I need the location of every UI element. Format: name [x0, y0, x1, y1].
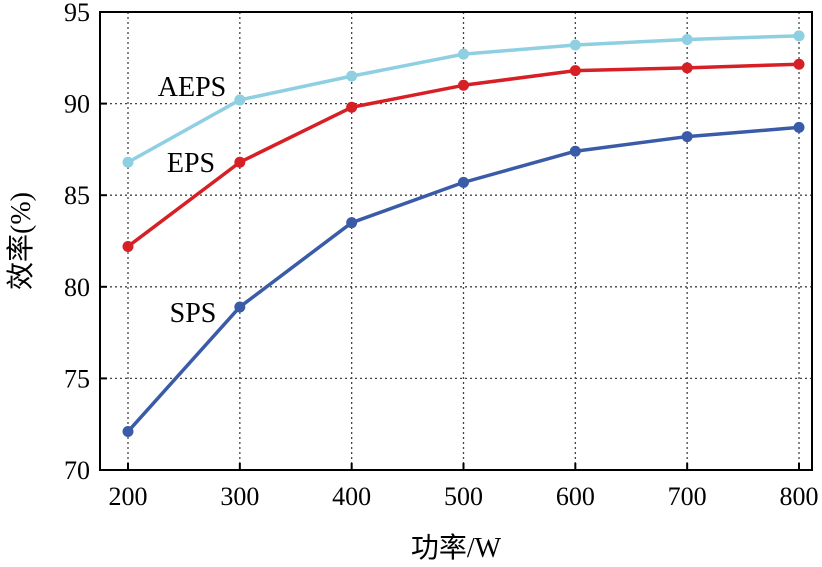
- data-point-eps: [681, 62, 693, 74]
- data-point-aeps: [681, 33, 693, 45]
- y-tick-label: 90: [64, 90, 90, 119]
- data-point-sps: [681, 131, 693, 143]
- data-point-aeps: [569, 39, 581, 51]
- data-point-eps: [346, 101, 358, 113]
- data-point-sps: [346, 217, 358, 229]
- data-point-sps: [793, 121, 805, 133]
- data-point-eps: [122, 240, 134, 252]
- data-point-eps: [793, 58, 805, 70]
- x-tick-label: 800: [780, 482, 819, 511]
- series-label-aeps: AEPS: [158, 72, 226, 103]
- ticks: 200 300 400 500 600 700 800 70 75 80 85 90 95: [64, 0, 819, 511]
- data-point-aeps: [346, 70, 358, 82]
- series-labels: AEPS EPS SPS: [158, 72, 226, 329]
- data-point-eps: [569, 65, 581, 77]
- y-tick-label: 95: [64, 0, 90, 27]
- data-point-sps: [569, 145, 581, 157]
- plot-frame: [99, 11, 813, 471]
- x-tick-label: 600: [556, 482, 595, 511]
- series-line-eps: [126, 62, 800, 248]
- data-point-aeps: [793, 30, 805, 42]
- y-axis-title: 效率(%): [5, 192, 37, 290]
- y-tick-label: 70: [64, 456, 90, 485]
- data-point-sps: [122, 426, 134, 438]
- series-layer: [122, 30, 805, 438]
- y-tick-label: 80: [64, 273, 90, 302]
- data-point-aeps: [234, 94, 246, 106]
- x-tick-label: 200: [109, 482, 148, 511]
- data-point-sps: [458, 176, 469, 188]
- y-tick-label: 85: [64, 181, 90, 210]
- x-tick-label: 700: [668, 482, 707, 511]
- series-label-eps: EPS: [167, 148, 215, 179]
- data-point-eps: [234, 156, 246, 168]
- x-axis-title: 功率/W: [411, 532, 502, 564]
- x-tick-label: 400: [332, 482, 371, 511]
- x-tick-label: 500: [444, 482, 483, 511]
- series-label-sps: SPS: [170, 298, 217, 329]
- x-tick-label: 300: [220, 482, 259, 511]
- data-point-eps: [458, 79, 469, 91]
- data-point-sps: [234, 301, 246, 313]
- data-point-aeps: [122, 156, 134, 168]
- y-tick-label: 75: [64, 364, 90, 393]
- data-point-aeps: [458, 48, 469, 60]
